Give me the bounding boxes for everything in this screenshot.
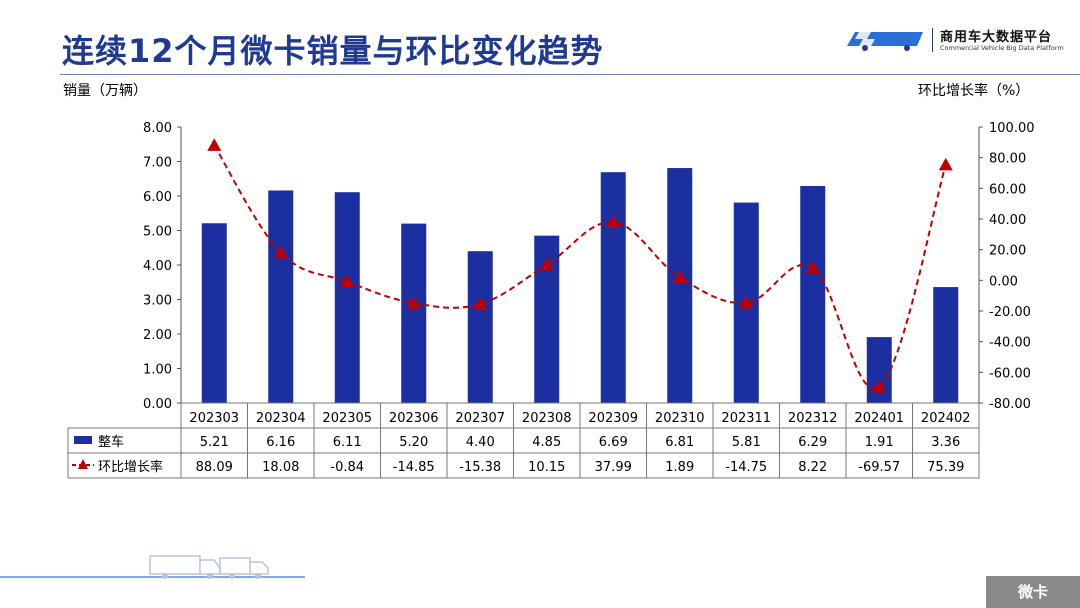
truck-logo-icon [847, 32, 923, 51]
bar [800, 185, 826, 403]
right-axis-label: 环比增长率（%） [918, 83, 1030, 99]
logo-subtitle: Commercial Vehicle Big Data Platform [940, 44, 1064, 52]
bar-value-cell: 6.11 [333, 435, 362, 450]
category-label: 202304 [256, 411, 306, 426]
footer-category-tag: 微卡 [986, 576, 1080, 608]
legend-label-line: 环比增长率 [98, 459, 163, 475]
bar [467, 251, 493, 403]
right-tick-label: -80.00 [989, 397, 1031, 412]
line-point [406, 296, 421, 309]
left-tick-label: 8.00 [143, 121, 172, 136]
bar-value-cell: 5.20 [399, 435, 428, 450]
bar-value-cell: 1.91 [865, 435, 894, 450]
right-tick-label: 0.00 [989, 274, 1018, 289]
bar [201, 223, 227, 403]
bar-value-cell: 6.29 [798, 435, 827, 450]
growth-value-cell: 1.89 [665, 460, 694, 475]
category-label: 202303 [189, 411, 239, 426]
growth-value-cell: -14.75 [725, 460, 767, 475]
left-tick-label: 2.00 [143, 328, 172, 343]
left-tick-label: 7.00 [143, 156, 172, 171]
category-label: 202306 [389, 411, 439, 426]
bar [866, 337, 892, 403]
right-tick-label: -20.00 [989, 305, 1031, 320]
right-tick-label: 100.00 [989, 121, 1035, 136]
bar-value-cell: 5.81 [732, 435, 761, 450]
bar [600, 172, 626, 403]
bar [268, 190, 294, 403]
growth-value-cell: -15.38 [459, 460, 501, 475]
right-tick-label: -60.00 [989, 366, 1031, 381]
growth-value-cell: 18.08 [262, 460, 299, 475]
growth-value-cell: 8.22 [798, 460, 827, 475]
line-point [473, 296, 488, 310]
category-label: 202310 [655, 411, 705, 426]
series-line-growth [213, 144, 947, 390]
left-tick-label: 3.00 [143, 294, 172, 309]
bar-value-cell: 4.85 [532, 435, 561, 450]
line-point [672, 270, 687, 284]
category-label: 202311 [721, 411, 771, 426]
title-divider [60, 74, 1080, 75]
bar-value-cell: 6.16 [266, 435, 295, 450]
left-tick-label: 5.00 [143, 225, 172, 240]
growth-value-cell: -14.85 [393, 460, 435, 475]
platform-logo: 商用车大数据平台 Commercial Vehicle Big Data Pla… [845, 24, 1070, 56]
bar [667, 168, 693, 403]
category-label: 202312 [788, 411, 838, 426]
growth-value-cell: -69.57 [858, 460, 900, 475]
category-label: 202308 [522, 411, 572, 426]
bar-value-cell: 5.21 [200, 435, 229, 450]
left-axis-label: 销量（万辆） [63, 83, 147, 99]
line-point [539, 257, 554, 271]
bar-value-cell: 3.36 [931, 435, 960, 450]
logo-name: 商用车大数据平台 [940, 30, 1053, 45]
bar-value-cell: 6.69 [599, 435, 628, 450]
left-tick-label: 6.00 [143, 190, 172, 205]
line-point [606, 215, 621, 228]
line-point [938, 157, 953, 171]
line-point [340, 274, 355, 288]
page-title: 连续12个月微卡销量与环比变化趋势 [62, 32, 604, 70]
legend-label-bar: 整车 [98, 434, 124, 450]
bar [401, 223, 427, 403]
left-tick-label: 1.00 [143, 363, 172, 378]
line-point [805, 260, 820, 274]
category-label: 202401 [854, 411, 904, 426]
growth-value-cell: 10.15 [528, 460, 565, 475]
growth-value-cell: 37.99 [595, 460, 632, 475]
line-point [739, 295, 754, 309]
legend-marker-line [78, 459, 88, 469]
category-label: 202309 [588, 411, 638, 426]
category-label: 202305 [322, 411, 372, 426]
right-tick-label: 20.00 [989, 244, 1026, 259]
line-point [273, 245, 288, 259]
truck-decoration-icon [0, 555, 305, 579]
category-label: 202307 [455, 411, 505, 426]
growth-value-cell: 75.39 [927, 460, 964, 475]
right-tick-label: -40.00 [989, 336, 1031, 351]
category-label: 202402 [921, 411, 971, 426]
right-tick-label: 40.00 [989, 213, 1026, 228]
left-tick-label: 0.00 [143, 397, 172, 412]
right-tick-label: 60.00 [989, 182, 1026, 197]
growth-value-cell: -0.84 [330, 460, 364, 475]
bar [933, 287, 959, 403]
legend-swatch-bar [74, 436, 92, 444]
bar-value-cell: 4.40 [466, 435, 495, 450]
line-point [872, 380, 887, 393]
growth-value-cell: 88.09 [196, 460, 233, 475]
bar-value-cell: 6.81 [665, 435, 694, 450]
bar [334, 192, 360, 403]
logo-separator [932, 28, 933, 52]
left-tick-label: 4.00 [143, 259, 172, 274]
line-point [207, 138, 222, 151]
right-tick-label: 80.00 [989, 152, 1026, 167]
